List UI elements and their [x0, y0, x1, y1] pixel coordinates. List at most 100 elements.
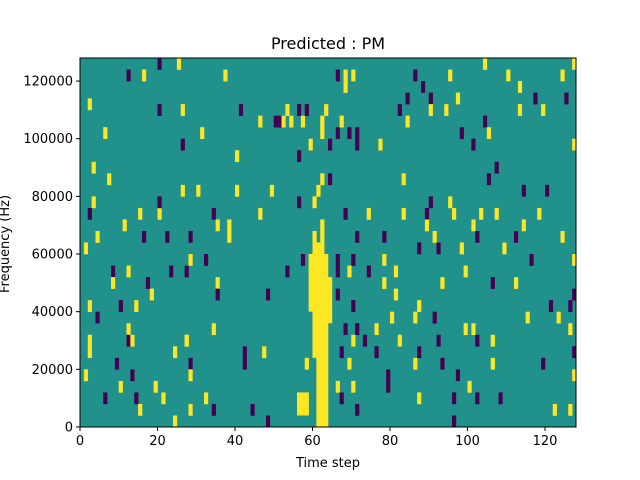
heatmap-cell — [424, 207, 430, 220]
heatmap-cell — [107, 173, 112, 186]
heatmap-cell — [211, 207, 216, 220]
heatmap-cell — [374, 323, 379, 336]
heatmap-cell — [180, 138, 185, 151]
heatmap-cell — [111, 277, 116, 289]
heatmap-cell — [335, 380, 340, 393]
heatmap-cell — [351, 300, 356, 312]
heatmap-cell — [153, 380, 158, 393]
x-tick-label: 40 — [227, 434, 244, 449]
heatmap-cell — [378, 138, 383, 151]
heatmap-cell — [211, 323, 216, 336]
heatmap-cell — [95, 311, 100, 324]
heatmap-cell — [138, 403, 143, 416]
heatmap-cell — [463, 323, 468, 336]
heatmap-cell — [145, 277, 151, 289]
heatmap-cell — [521, 219, 526, 232]
heatmap-cell — [157, 196, 162, 209]
heatmap-cell — [355, 138, 360, 151]
heatmap-cell — [428, 196, 433, 209]
heatmap-cell — [355, 403, 360, 416]
heatmap-cell — [560, 69, 565, 82]
heatmap-cell — [285, 265, 290, 278]
heatmap-cell — [514, 277, 519, 289]
heatmap-cell — [343, 207, 348, 220]
heatmap-cell — [134, 300, 139, 312]
heatmap-cell — [339, 346, 344, 359]
heatmap-band-cell — [320, 219, 325, 427]
heatmap-cell — [169, 265, 174, 278]
heatmap-cell — [459, 127, 464, 140]
y-tick-label: 80000 — [32, 190, 73, 205]
y-tick-label: 120000 — [23, 75, 73, 90]
heatmap-cell — [114, 357, 120, 370]
heatmap-cell — [401, 207, 406, 220]
heatmap-cell — [242, 346, 247, 359]
heatmap-cell — [440, 357, 445, 370]
heatmap-cell — [541, 104, 546, 116]
heatmap-cell — [417, 392, 422, 405]
heatmap-cell — [424, 219, 430, 232]
chart-title: Predicted : PM — [271, 34, 385, 53]
heatmap-cell — [188, 254, 193, 266]
heatmap-band-cell — [316, 242, 321, 427]
heatmap-cell — [428, 92, 433, 105]
heatmap-cell — [351, 334, 356, 347]
heatmap-cell — [572, 58, 577, 70]
y-axis-label: Frequency (Hz) — [0, 195, 13, 293]
x-tick-label: 20 — [149, 434, 166, 449]
heatmap-cell — [281, 115, 286, 128]
heatmap-cell — [413, 311, 418, 324]
plot-area — [80, 58, 577, 428]
heatmap-cell — [122, 219, 127, 232]
heatmap-cell — [91, 196, 96, 209]
heatmap-cell — [87, 334, 92, 347]
heatmap-cell — [455, 369, 461, 382]
heatmap-cell — [173, 415, 178, 428]
x-axis-label: Time step — [295, 456, 360, 471]
heatmap-band-cell — [324, 254, 329, 427]
heatmap-cell — [541, 357, 546, 370]
heatmap-cell — [118, 300, 123, 312]
x-tick-label: 60 — [304, 434, 321, 449]
heatmap-cell — [452, 207, 457, 220]
heatmap-cell — [397, 104, 402, 116]
heatmap-cell — [537, 207, 542, 220]
heatmap-cell — [444, 104, 449, 116]
heatmap-cell — [343, 69, 348, 82]
heatmap-cell — [176, 58, 182, 70]
heatmap-cell — [87, 346, 92, 359]
heatmap-cell — [486, 173, 492, 186]
heatmap-cell — [572, 288, 577, 301]
heatmap-cell — [421, 81, 426, 93]
x-tick-label: 100 — [455, 434, 480, 449]
heatmap-cell — [300, 254, 306, 266]
heatmap-cell — [335, 127, 340, 140]
heatmap-band-cell — [297, 392, 302, 416]
heatmap-cell — [390, 311, 395, 324]
heatmap-band-cell — [328, 277, 333, 324]
heatmap-cell — [339, 115, 344, 128]
heatmap-cell — [560, 230, 565, 243]
heatmap-cell — [134, 392, 139, 405]
heatmap-cell — [463, 265, 468, 278]
heatmap-cell — [235, 184, 240, 197]
heatmap-cell — [269, 184, 275, 197]
heatmap-cell — [188, 369, 193, 382]
y-tick-label: 100000 — [23, 132, 73, 147]
heatmap-cell — [351, 380, 356, 393]
heatmap-cell — [455, 92, 461, 105]
heatmap-cell — [157, 207, 162, 220]
heatmap-cell — [215, 277, 220, 289]
heatmap-cell — [180, 184, 185, 197]
heatmap-cell — [448, 196, 453, 209]
heatmap-cell — [467, 380, 472, 393]
heatmap-cell — [479, 207, 484, 220]
heatmap-cell — [494, 207, 499, 220]
heatmap-cell — [250, 403, 255, 416]
heatmap-cell — [471, 219, 476, 232]
heatmap-band-cell — [304, 392, 309, 416]
heatmap-cell — [188, 357, 193, 370]
heatmap-cell — [417, 242, 422, 255]
heatmap-cell — [196, 184, 201, 197]
heatmap-cell — [351, 254, 356, 266]
